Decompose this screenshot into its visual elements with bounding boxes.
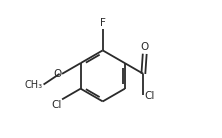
Text: O: O	[53, 69, 61, 79]
Text: CH₃: CH₃	[25, 79, 43, 90]
Text: F: F	[100, 18, 106, 28]
Text: O: O	[141, 43, 149, 52]
Text: Cl: Cl	[51, 100, 61, 110]
Text: Cl: Cl	[145, 91, 155, 101]
